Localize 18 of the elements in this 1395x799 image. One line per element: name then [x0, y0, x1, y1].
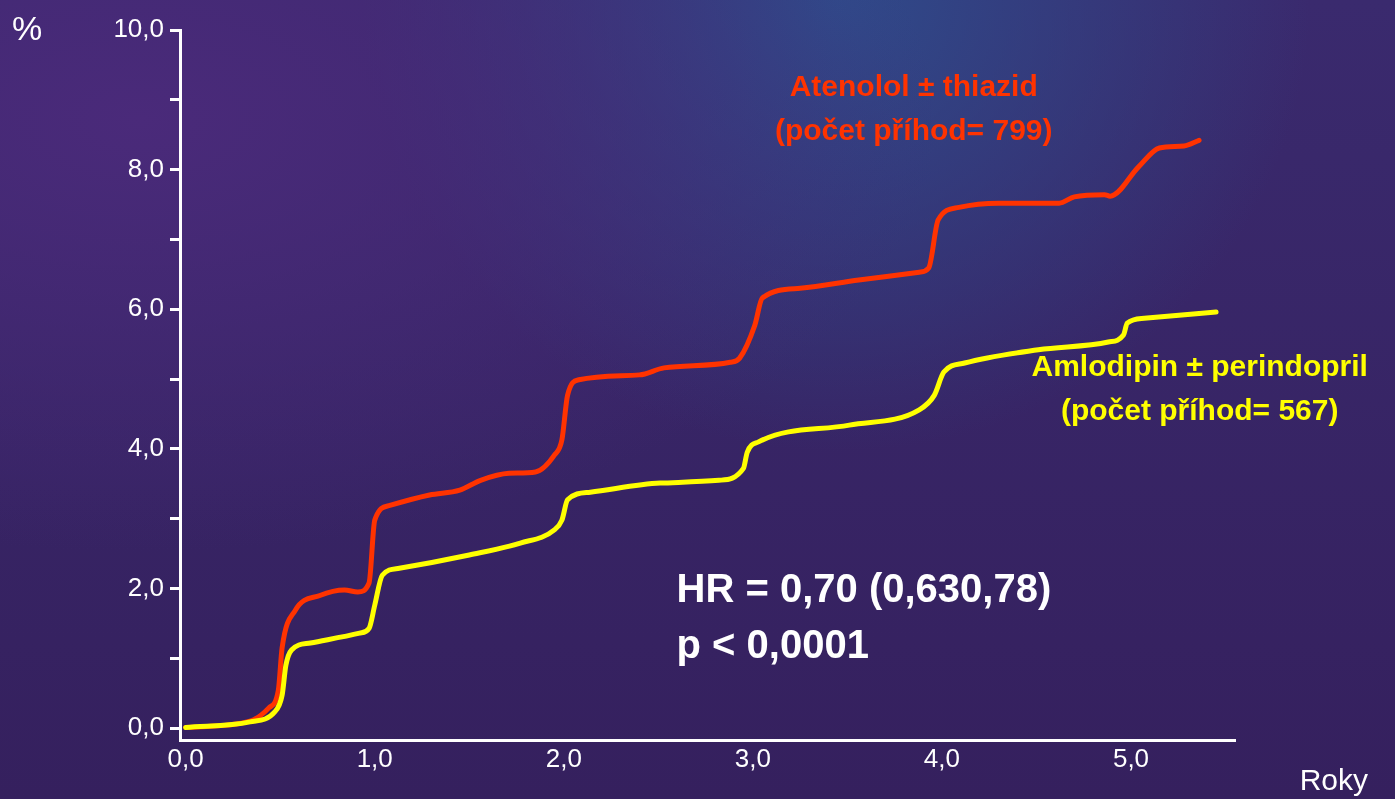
- series-label: Atenolol ± thiazid (počet příhod= 799): [774, 69, 1053, 147]
- x-axis-title: Roky: [1299, 763, 1368, 797]
- x-tick-label: 3,0: [734, 742, 771, 773]
- y-tick-label: 2,0: [127, 571, 164, 602]
- x-tick-label: 1,0: [356, 742, 393, 773]
- y-axis-title: %: [12, 9, 43, 48]
- y-tick-label: 8,0: [127, 152, 164, 183]
- series-label: Amlodipin ± perindopril (počet příhod= 567): [1031, 348, 1368, 426]
- annotation: HR = 0,70 (0,630,78): [676, 566, 1052, 611]
- y-tick-label: 6,0: [127, 292, 164, 323]
- x-tick-label: 4,0: [923, 742, 961, 773]
- x-tick-label: 0,0: [167, 742, 204, 773]
- annotation: p < 0,0001: [676, 622, 869, 667]
- y-tick-label: 0,0: [127, 711, 164, 742]
- x-tick-label: 2,0: [545, 742, 582, 773]
- y-tick-label: 10,0: [113, 13, 164, 44]
- x-tick-label: 5,0: [1112, 742, 1150, 773]
- y-tick-label: 4,0: [127, 432, 164, 463]
